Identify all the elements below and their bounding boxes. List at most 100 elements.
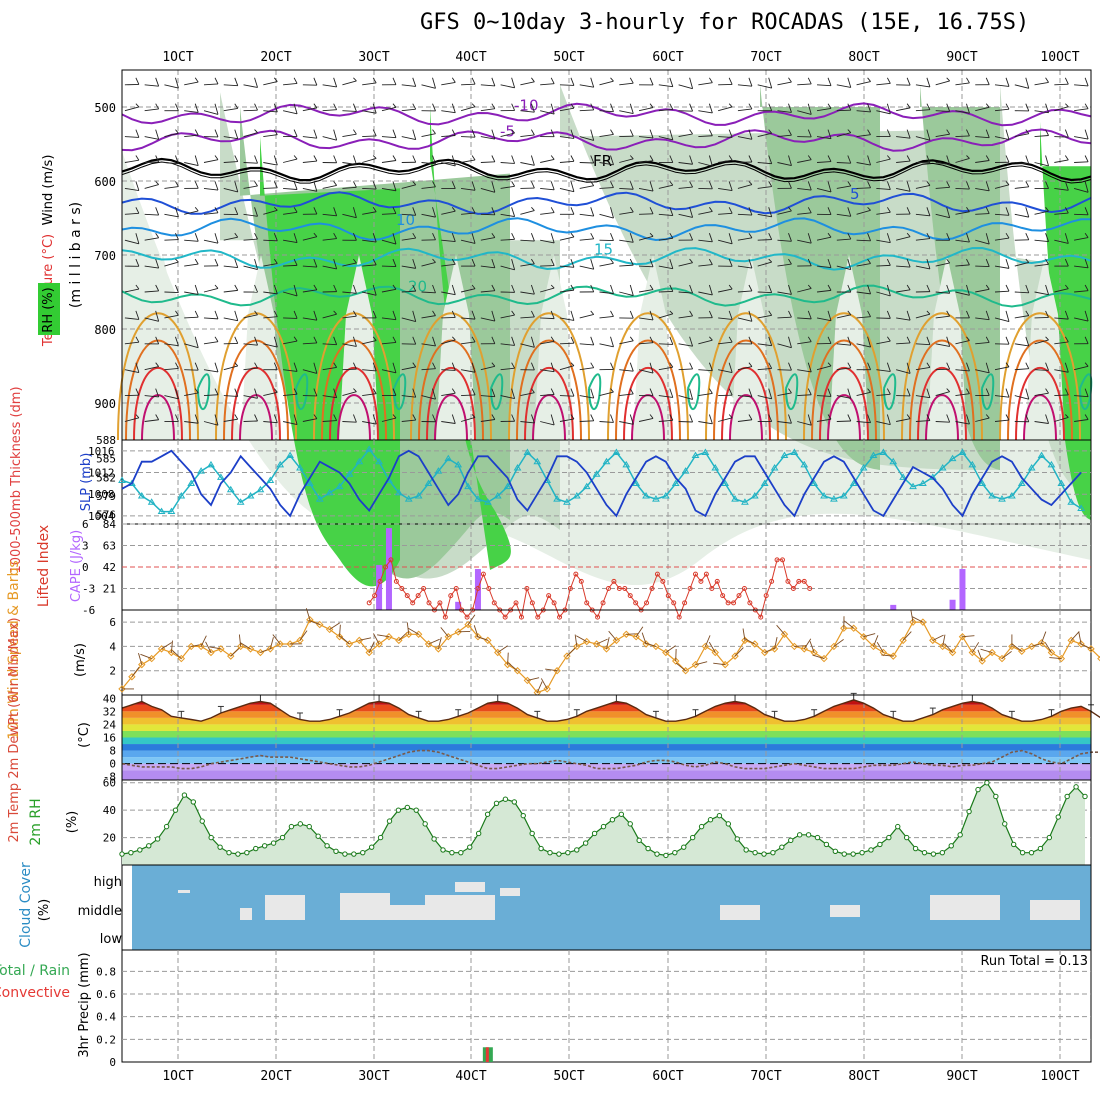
wind-barb	[985, 388, 990, 396]
wind-barb	[175, 155, 179, 164]
wind-barb	[599, 80, 614, 86]
wind-barb	[480, 136, 495, 140]
wind-barb	[274, 206, 278, 211]
wind-barb	[836, 343, 851, 346]
wind-barb	[764, 647, 776, 653]
wind-barb	[191, 643, 204, 647]
wind-barb	[559, 418, 575, 422]
wind-barb	[638, 235, 654, 241]
wind-barb	[768, 233, 773, 240]
wind-barb	[610, 207, 614, 219]
li-point	[578, 578, 584, 584]
isotherm-loop	[909, 339, 975, 441]
wind-barb	[1025, 414, 1030, 422]
wind-barb	[619, 264, 634, 267]
wind-barb	[881, 654, 894, 657]
rh-point	[993, 793, 999, 800]
wind-barb	[737, 265, 752, 269]
wind-barb	[966, 129, 970, 137]
thickness-point	[315, 495, 324, 502]
wind-barb	[757, 261, 772, 267]
wind-speed-point	[642, 640, 650, 648]
wind-barb	[559, 317, 575, 321]
dewpoint-line	[121, 749, 1100, 770]
wind-barb	[718, 136, 733, 138]
wind-barb	[240, 642, 251, 650]
wind-barb	[935, 133, 950, 138]
wind-barb	[372, 362, 377, 372]
wind-barb	[135, 77, 140, 85]
wind-barb	[658, 419, 673, 422]
thickness-point	[513, 464, 522, 471]
wind-barb	[511, 388, 516, 399]
wind-barb	[807, 155, 812, 160]
wind-barb	[915, 184, 931, 189]
wind-barb	[333, 336, 338, 345]
rh-point	[1019, 849, 1026, 856]
wind-barb	[599, 213, 614, 219]
isotherm-loop	[729, 394, 763, 441]
wind-barb	[339, 624, 341, 637]
wind-barb	[807, 77, 812, 85]
wind-barb	[867, 103, 872, 113]
wind-barb	[203, 394, 219, 397]
wind-barb	[500, 238, 515, 241]
temp-axis-label: 2m Temp 2m DewPt (6hr Min/Max)	[7, 617, 22, 842]
wind-barb	[639, 342, 654, 345]
thickness-point	[612, 448, 621, 455]
wind-barb	[234, 232, 239, 238]
wind-barb	[194, 414, 199, 424]
wind-speed-point	[385, 633, 393, 641]
rh-point	[752, 849, 758, 856]
rh-point	[903, 834, 910, 841]
wind-barb	[421, 291, 436, 294]
thickness-point	[810, 479, 819, 487]
wind-barb	[238, 634, 242, 647]
wind-barb	[1045, 233, 1049, 242]
wind-barb	[886, 388, 891, 395]
wind-barb	[302, 107, 317, 112]
wind-barb	[966, 103, 970, 114]
wind-barb	[273, 258, 278, 264]
wind-barb	[1084, 258, 1089, 268]
wind-barb	[797, 287, 812, 293]
wind-barb	[507, 652, 509, 665]
wind-barb	[638, 417, 654, 422]
wind-barb	[1074, 84, 1089, 87]
thickness-point	[622, 460, 631, 468]
li-point	[698, 578, 704, 584]
wind-barb	[302, 265, 317, 268]
wind-barb	[698, 339, 713, 345]
wind-barb	[737, 419, 752, 422]
wind-barb	[906, 181, 911, 192]
wind-barb	[471, 103, 476, 107]
rh-point	[832, 848, 839, 854]
wind-barb	[500, 343, 515, 346]
wind-barb	[1025, 207, 1030, 218]
rh-point	[984, 780, 990, 786]
wind-barb	[451, 362, 456, 371]
wind-barb	[629, 388, 634, 395]
wind-barb	[768, 155, 773, 164]
wind-barb	[155, 207, 160, 216]
thickness-point	[305, 479, 314, 487]
rh-point	[582, 840, 589, 846]
thickness-point	[1047, 460, 1056, 468]
wind-barb	[214, 155, 219, 160]
cloud-block	[265, 895, 305, 920]
wind-barb	[340, 635, 350, 645]
wind-barb	[353, 77, 357, 82]
wind-barb	[867, 336, 872, 348]
wind-barb	[441, 421, 456, 424]
thickness-point	[276, 460, 285, 468]
wind-speed-point	[513, 667, 522, 675]
wind-barb	[1074, 365, 1089, 371]
wind-barb	[550, 388, 555, 395]
wind-barb	[768, 103, 773, 111]
wind-barb	[809, 641, 815, 653]
wind-barb	[935, 262, 950, 267]
wind-barb	[540, 317, 555, 320]
wind-barb	[946, 258, 951, 264]
wind-barb	[728, 233, 733, 244]
wind-barb	[536, 681, 543, 693]
